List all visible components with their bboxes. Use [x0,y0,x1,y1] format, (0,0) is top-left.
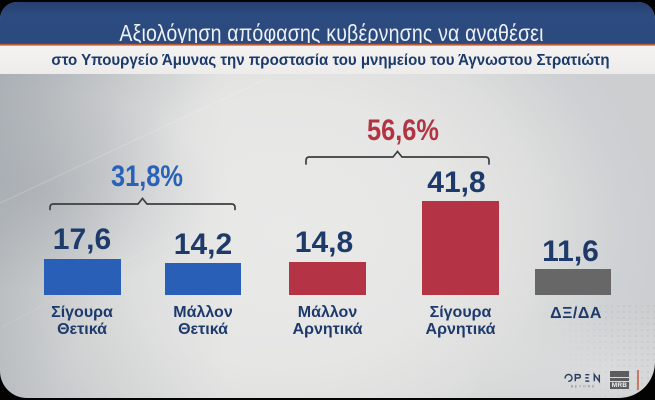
svg-text:BEYOND: BEYOND [571,384,596,388]
